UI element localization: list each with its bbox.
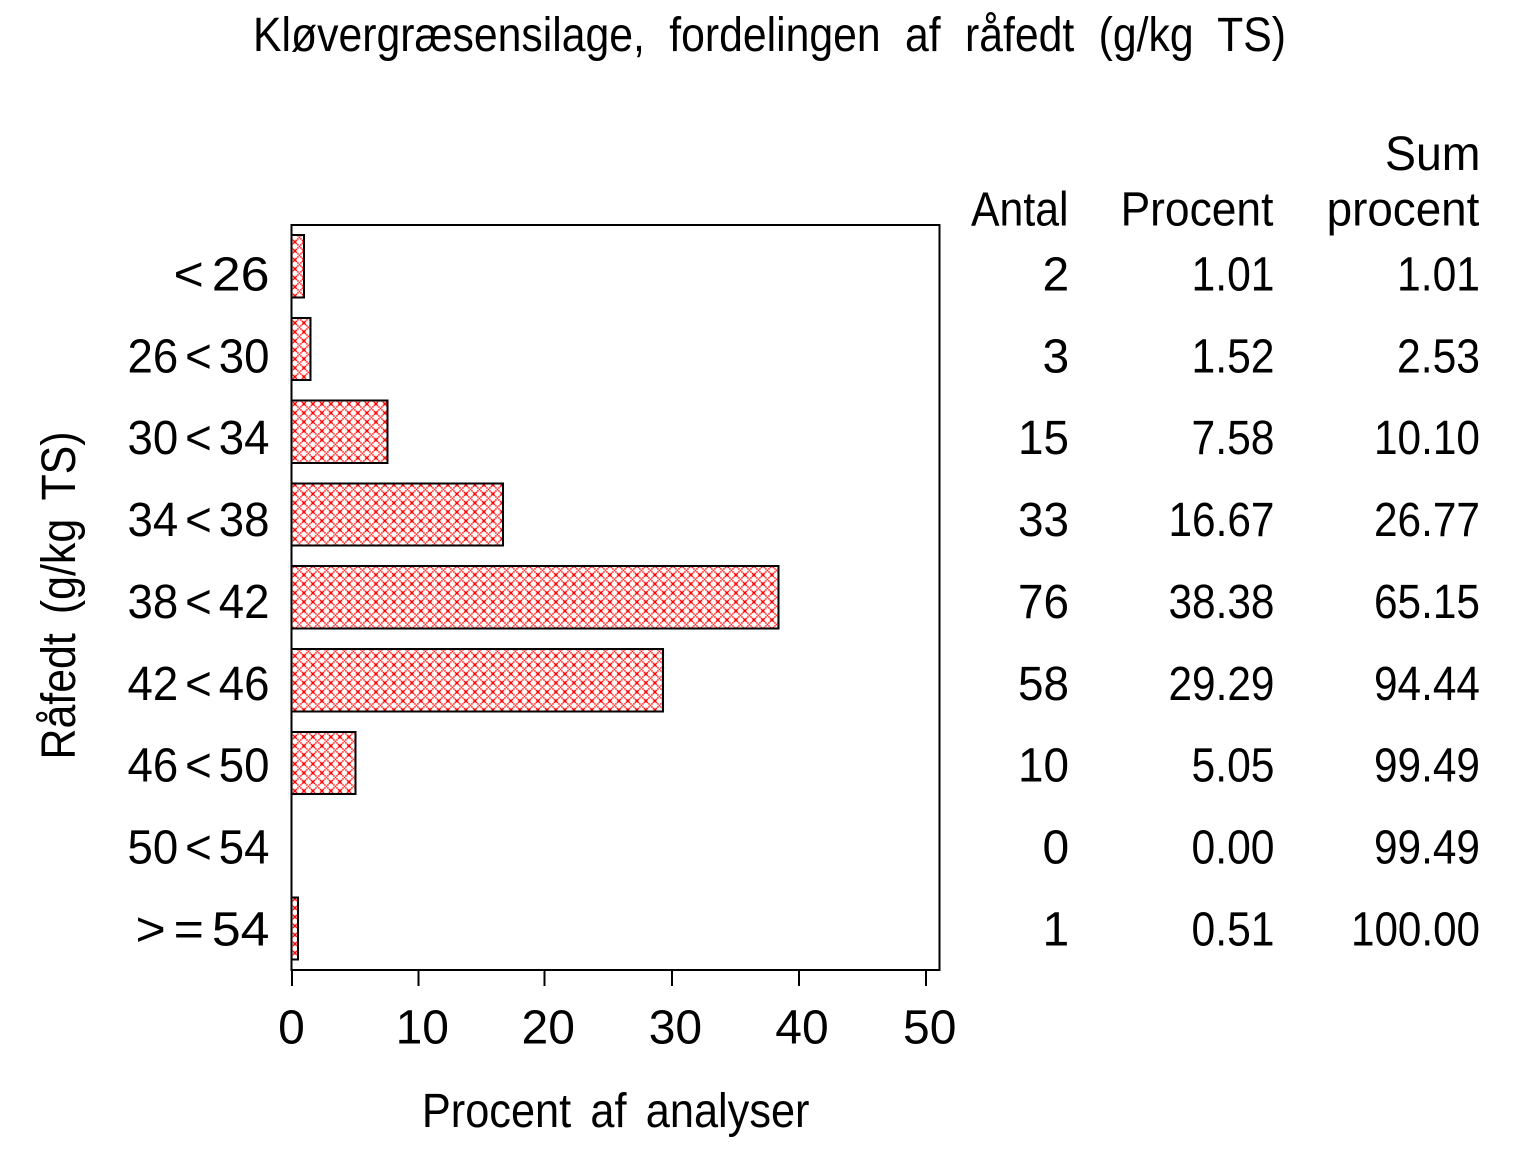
svg-text:2: 2 xyxy=(1042,249,1069,302)
svg-text:Sum: Sum xyxy=(1385,128,1481,181)
svg-text:30 < 34: 30 < 34 xyxy=(128,412,270,465)
svg-text:> = 54: > = 54 xyxy=(136,904,270,957)
svg-text:58: 58 xyxy=(1018,658,1069,711)
svg-text:10: 10 xyxy=(1018,740,1069,793)
svg-text:5.05: 5.05 xyxy=(1192,740,1275,793)
svg-text:0.51: 0.51 xyxy=(1192,904,1275,957)
svg-text:Procent: Procent xyxy=(1121,184,1274,237)
svg-text:99.49: 99.49 xyxy=(1374,822,1480,875)
svg-text:34 < 38: 34 < 38 xyxy=(128,494,270,547)
svg-text:1.01: 1.01 xyxy=(1397,249,1480,302)
svg-text:42 < 46: 42 < 46 xyxy=(128,658,270,711)
svg-text:1.01: 1.01 xyxy=(1192,249,1275,302)
svg-text:7.58: 7.58 xyxy=(1192,412,1275,465)
svg-text:76: 76 xyxy=(1018,576,1069,629)
svg-text:2.53: 2.53 xyxy=(1397,330,1480,383)
svg-text:40: 40 xyxy=(775,1002,828,1055)
svg-text:100.00: 100.00 xyxy=(1351,904,1480,957)
svg-text:26.77: 26.77 xyxy=(1374,494,1480,547)
svg-text:1.52: 1.52 xyxy=(1192,330,1275,383)
svg-text:3: 3 xyxy=(1042,330,1069,383)
svg-text:1: 1 xyxy=(1042,904,1069,957)
svg-text:0.00: 0.00 xyxy=(1192,822,1275,875)
svg-text:65.15: 65.15 xyxy=(1374,576,1480,629)
svg-text:15: 15 xyxy=(1018,412,1069,465)
svg-text:Antal: Antal xyxy=(971,184,1069,237)
svg-text:0: 0 xyxy=(278,1002,305,1055)
svg-text:94.44: 94.44 xyxy=(1374,658,1480,711)
svg-text:20: 20 xyxy=(522,1002,575,1055)
svg-text:33: 33 xyxy=(1018,494,1069,547)
svg-text:Råfedt (g/kg TS): Råfedt (g/kg TS) xyxy=(33,432,86,760)
svg-text:Procent af analyser: Procent af analyser xyxy=(422,1085,810,1138)
svg-text:procent: procent xyxy=(1327,184,1480,237)
svg-text:26 < 30: 26 < 30 xyxy=(128,330,270,383)
svg-text:10.10: 10.10 xyxy=(1374,412,1480,465)
svg-text:38.38: 38.38 xyxy=(1169,576,1275,629)
svg-text:0: 0 xyxy=(1042,822,1069,875)
svg-text:38 < 42: 38 < 42 xyxy=(128,576,270,629)
svg-text:Kløvergræsensilage, fordelinge: Kløvergræsensilage, fordelingen af råfed… xyxy=(253,9,1286,62)
svg-text:50 < 54: 50 < 54 xyxy=(128,822,270,875)
svg-text:99.49: 99.49 xyxy=(1374,740,1480,793)
svg-text:29.29: 29.29 xyxy=(1169,658,1275,711)
svg-text:30: 30 xyxy=(649,1002,702,1055)
svg-text:< 26: < 26 xyxy=(174,249,270,302)
svg-text:50: 50 xyxy=(903,1002,956,1055)
svg-text:16.67: 16.67 xyxy=(1169,494,1275,547)
svg-text:10: 10 xyxy=(396,1002,449,1055)
svg-text:46 < 50: 46 < 50 xyxy=(128,740,270,793)
